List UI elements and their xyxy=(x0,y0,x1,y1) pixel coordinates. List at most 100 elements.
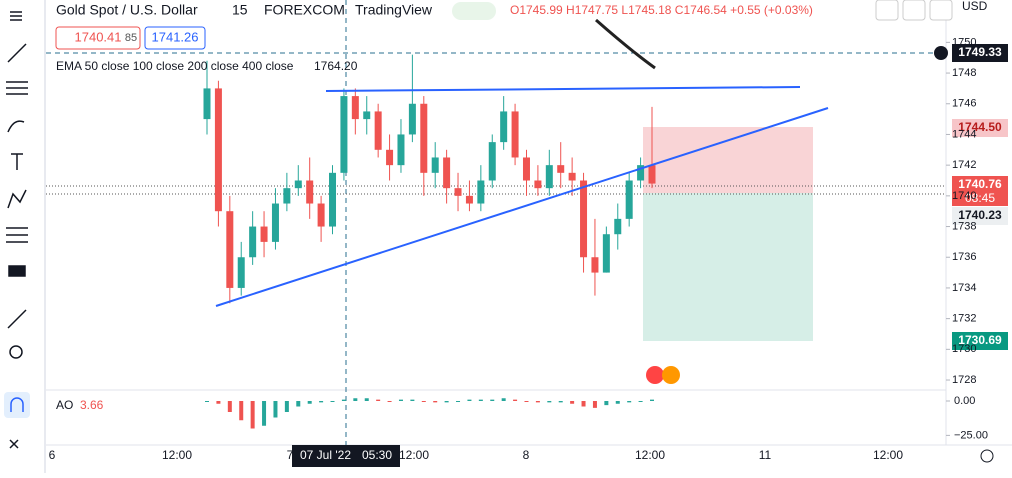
zoom-tool[interactable] xyxy=(9,345,23,359)
ao-bar xyxy=(444,401,449,403)
header-button[interactable] xyxy=(902,0,926,21)
candle-body xyxy=(408,103,416,135)
y-tick-label: 1728 xyxy=(952,374,976,386)
candle-body xyxy=(557,165,565,173)
interval[interactable]: 15 xyxy=(232,2,248,18)
ao-name[interactable]: AO xyxy=(56,398,73,412)
settings-button[interactable] xyxy=(980,449,994,463)
y-tick-label: 1740 xyxy=(952,190,976,202)
ao-bar xyxy=(296,401,301,407)
entry-tag xyxy=(952,207,1008,225)
ao-bar xyxy=(341,399,346,401)
ao-bar xyxy=(410,399,415,401)
event-flag[interactable] xyxy=(646,366,664,384)
symbol[interactable]: Gold Spot / U.S. Dollar xyxy=(56,2,198,18)
y-tick-label: 1748 xyxy=(952,67,976,79)
ao-bar xyxy=(433,401,438,403)
ao-bar xyxy=(376,399,381,401)
candle-body xyxy=(602,234,610,273)
brush-tool[interactable] xyxy=(7,120,25,133)
ao-bar xyxy=(262,401,267,426)
ao-bar xyxy=(284,401,289,412)
candle-body xyxy=(522,157,530,181)
fib-tool[interactable] xyxy=(6,81,28,95)
candle-body xyxy=(420,103,428,173)
crosshair-time: 05:30 xyxy=(362,448,392,462)
ao-bar xyxy=(353,398,358,401)
target-tag xyxy=(952,119,1008,137)
stop-zone[interactable] xyxy=(643,127,813,193)
candle-body xyxy=(317,203,325,227)
currency[interactable]: USD xyxy=(962,0,988,13)
add-button[interactable] xyxy=(934,46,948,60)
prediction-tool[interactable] xyxy=(6,227,28,243)
y-tick-label: 1730 xyxy=(952,343,976,355)
candle-body xyxy=(214,88,222,212)
candle-body xyxy=(203,88,211,120)
buy-button[interactable] xyxy=(144,26,206,50)
ao-bar xyxy=(570,401,575,404)
candle-body xyxy=(363,111,371,120)
y-tick-label: 1750 xyxy=(952,36,976,48)
x-tick-label: 6 xyxy=(49,448,56,462)
target-price: 1744.50 xyxy=(958,120,1002,134)
sell-button[interactable] xyxy=(55,26,141,50)
candle-body xyxy=(260,226,268,242)
y-tick-label: 1744 xyxy=(952,128,976,140)
ao-bar xyxy=(456,401,461,402)
magnet-bg[interactable] xyxy=(4,392,30,418)
candle-body xyxy=(614,218,622,235)
ruler-tool[interactable] xyxy=(7,309,27,329)
ao-bar xyxy=(227,401,232,412)
ao-bar xyxy=(205,401,209,402)
y-tick-label: 1734 xyxy=(952,282,976,294)
crosshair-tag xyxy=(952,44,1008,62)
support-line[interactable] xyxy=(215,107,829,307)
remove-tool[interactable] xyxy=(9,439,19,449)
x-tick-label: 7 xyxy=(287,448,294,462)
candle-body xyxy=(625,180,633,219)
indicator-value: 1764.20 xyxy=(314,59,358,73)
ao-tick-label: −25.00 xyxy=(954,429,988,441)
ao-bar xyxy=(650,399,654,401)
candle-body xyxy=(329,172,337,227)
text-tool[interactable] xyxy=(11,153,23,170)
candle-body xyxy=(465,195,473,204)
ao-bar xyxy=(307,401,312,404)
target-zone[interactable] xyxy=(643,193,813,341)
buy-price[interactable]: 1741.26 xyxy=(152,29,199,44)
event-flag[interactable] xyxy=(662,366,680,384)
ao-bar xyxy=(604,401,609,406)
y-tick-label: 1736 xyxy=(952,251,976,263)
countdown: 08:45 xyxy=(965,191,995,205)
crosshair-price: 1749.33 xyxy=(958,45,1002,59)
menu-tool[interactable] xyxy=(10,11,22,21)
ao-bar xyxy=(547,401,552,403)
indicator-name[interactable]: EMA 50 close 100 close 200 close 400 clo… xyxy=(56,59,294,73)
x-tick-label: 11 xyxy=(759,448,772,462)
pattern-tool[interactable] xyxy=(7,189,27,209)
icon-tool[interactable] xyxy=(8,265,26,277)
magnet-tool[interactable] xyxy=(10,397,24,412)
candle-body xyxy=(340,96,348,173)
candle-body xyxy=(500,111,508,143)
ao-bar xyxy=(524,401,529,402)
header-button[interactable] xyxy=(929,0,953,21)
ao-bar xyxy=(478,399,483,401)
status-pill[interactable] xyxy=(452,2,496,20)
candle-body xyxy=(283,188,291,204)
y-tick-label: 1742 xyxy=(952,159,976,171)
sell-price[interactable]: 1740.41 xyxy=(75,29,122,44)
resistance-line[interactable] xyxy=(325,86,801,92)
crosshair-time-tag xyxy=(292,445,400,467)
y-tick-label: 1738 xyxy=(952,220,976,232)
ao-bar xyxy=(364,398,369,401)
ao-bar xyxy=(216,401,221,404)
header-button[interactable] xyxy=(875,0,899,21)
ao-bar xyxy=(638,401,643,402)
entry-price: 1740.23 xyxy=(958,208,1002,222)
x-tick-label: 12:00 xyxy=(635,448,665,462)
line-tool[interactable] xyxy=(7,43,27,63)
